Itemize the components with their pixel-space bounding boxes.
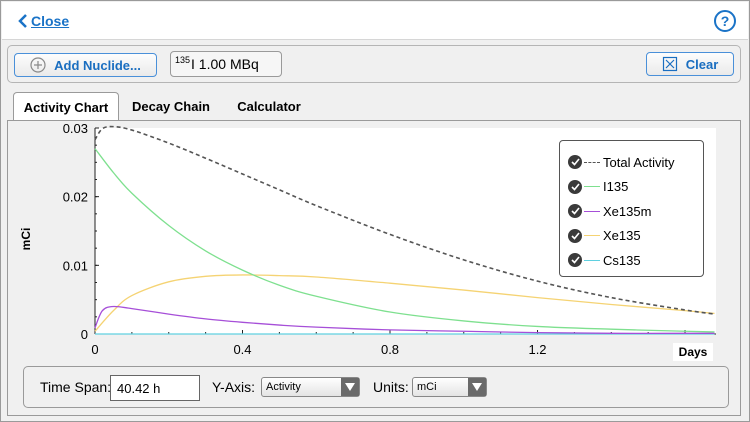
- legend-item[interactable]: Xe135m: [568, 202, 651, 220]
- nuclide-mass-number: 135: [175, 55, 191, 65]
- legend-swatch: [584, 259, 600, 261]
- legend-item[interactable]: Xe135: [568, 227, 641, 245]
- checkbox-checked-icon[interactable]: [568, 155, 582, 169]
- help-icon[interactable]: ?: [714, 10, 736, 32]
- x-tick-label: 1.2: [528, 342, 546, 357]
- legend-swatch: [584, 210, 600, 212]
- yaxis-label: Y-Axis:: [212, 379, 256, 395]
- series-line-total-activity: [94, 125, 715, 315]
- x-tick-label: 0.8: [381, 342, 399, 357]
- add-nuclide-label: Add Nuclide...: [54, 57, 141, 73]
- y-tick-label: 0.02: [63, 190, 88, 205]
- clear-label: Clear: [685, 56, 719, 72]
- yaxis-select[interactable]: Activity: [261, 377, 360, 397]
- legend-item[interactable]: I135: [568, 178, 628, 196]
- tab-decay-chain[interactable]: Decay Chain: [131, 98, 211, 114]
- legend-item[interactable]: Total Activity: [568, 153, 675, 171]
- legend-swatch: [584, 161, 600, 163]
- legend-label: Xe135m: [603, 203, 652, 219]
- y-tick-label: 0.01: [63, 258, 88, 273]
- checkbox-checked-icon[interactable]: [568, 253, 582, 267]
- legend-label: Xe135: [603, 228, 641, 243]
- checkbox-checked-icon[interactable]: [568, 179, 582, 194]
- legend-item[interactable]: Cs135: [568, 251, 641, 269]
- clear-button[interactable]: Clear: [646, 52, 734, 76]
- legend-swatch: [584, 235, 600, 236]
- dropdown-arrow-icon: [468, 378, 486, 396]
- x-tick-label: 0: [91, 342, 98, 357]
- add-nuclide-button[interactable]: Add Nuclide...: [14, 53, 157, 77]
- series-line-xe135: [94, 274, 715, 332]
- legend-swatch: [584, 186, 600, 187]
- nuclide-toolbar: Add Nuclide... 135 I 1.00 MBq Clear: [7, 45, 741, 83]
- clear-icon: [662, 56, 678, 72]
- tab-activity-chart[interactable]: Activity Chart: [13, 92, 119, 121]
- checkbox-checked-icon[interactable]: [568, 204, 582, 218]
- plus-circle-icon: [30, 57, 46, 73]
- legend-label: Total Activity: [603, 154, 675, 170]
- timespan-label: Time Span:: [40, 379, 112, 395]
- y-tick-label: 0: [81, 327, 88, 342]
- units-selected-value: mCi: [417, 381, 437, 393]
- close-label: Close: [31, 13, 70, 29]
- nuclide-value: I 1.00 MBq: [191, 56, 259, 72]
- series-line-i135: [94, 148, 715, 333]
- yaxis-selected-value: Activity: [266, 381, 301, 393]
- y-axis-label: mCi: [19, 228, 33, 251]
- y-tick-label: 0.03: [63, 121, 88, 136]
- units-label: Units:: [373, 379, 409, 395]
- legend-label: I135: [603, 179, 629, 194]
- chart-controls: Time Span: Y-Axis: Activity Units: mCi: [23, 366, 729, 408]
- timespan-input[interactable]: [110, 375, 200, 401]
- series-line-xe135m: [94, 305, 715, 335]
- x-axis-label: Days: [673, 343, 713, 361]
- nuclide-field[interactable]: 135 I 1.00 MBq: [170, 51, 282, 77]
- close-button[interactable]: Close: [18, 11, 69, 31]
- chevron-left-icon: [18, 14, 27, 28]
- units-select[interactable]: mCi: [412, 377, 487, 397]
- dropdown-arrow-icon: [341, 378, 359, 396]
- chart-legend: Total Activity I135 Xe135m Xe135 Cs135: [559, 140, 704, 277]
- checkbox-checked-icon[interactable]: [568, 228, 582, 243]
- x-tick-label: 0.4: [233, 342, 251, 357]
- legend-label: Cs135: [603, 252, 641, 268]
- tab-calculator[interactable]: Calculator: [237, 98, 301, 114]
- top-bar: Close ?: [2, 2, 748, 40]
